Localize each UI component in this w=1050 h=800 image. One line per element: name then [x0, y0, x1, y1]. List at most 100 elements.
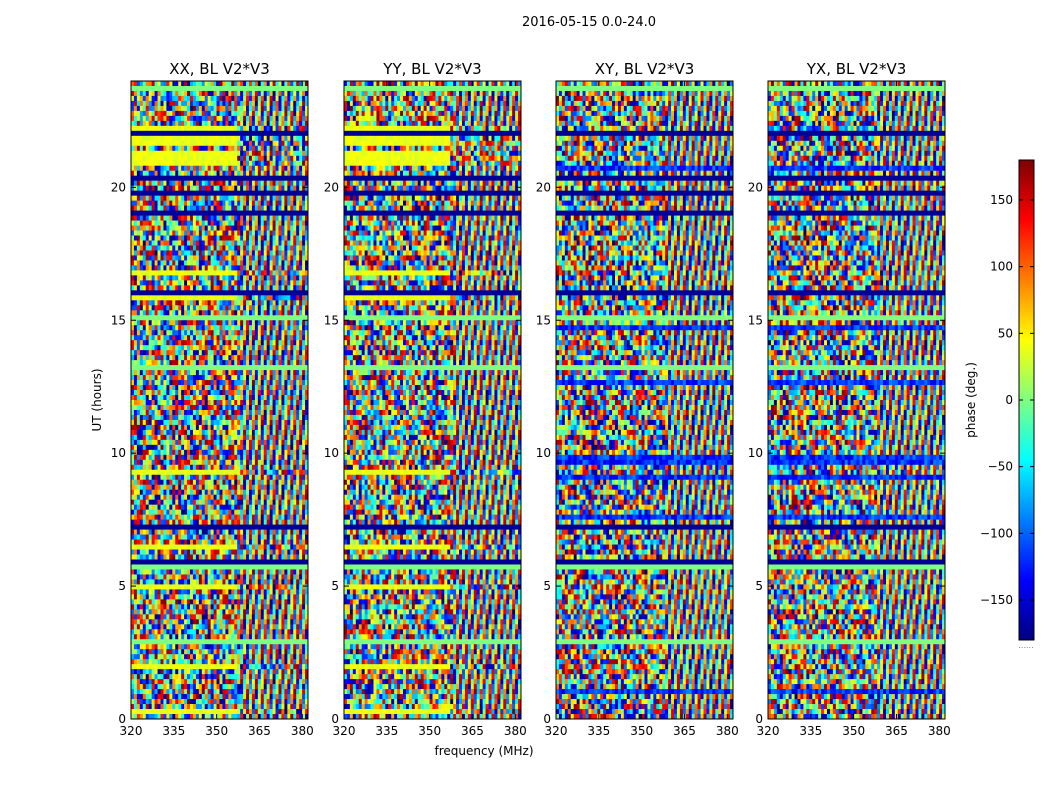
heatmap-cell	[225, 101, 228, 106]
heatmap-cell	[196, 136, 199, 141]
heatmap-cell	[302, 86, 305, 91]
heatmap-cell	[270, 116, 273, 121]
heatmap-cell	[134, 141, 137, 146]
heatmap-cell	[155, 146, 158, 151]
heatmap-cell	[184, 166, 187, 171]
heatmap-cell	[211, 136, 214, 141]
heatmap-cell	[190, 96, 193, 101]
heatmap-cell	[290, 96, 293, 101]
heatmap-cell	[249, 101, 252, 106]
heatmap-cell	[249, 171, 252, 176]
heatmap-cell	[240, 101, 243, 106]
heatmap-cell	[258, 136, 261, 141]
heatmap-cell	[284, 151, 287, 156]
heatmap-cell	[152, 131, 155, 136]
heatmap-cell	[270, 91, 273, 96]
heatmap-cell	[208, 126, 211, 131]
heatmap-cell	[163, 146, 166, 151]
heatmap-cell	[199, 111, 202, 116]
heatmap-cell	[220, 161, 223, 166]
heatmap-cell	[264, 96, 267, 101]
heatmap-cell	[193, 161, 196, 166]
heatmap-cell	[152, 91, 155, 96]
heatmap-cell	[246, 171, 249, 176]
heatmap-cell	[228, 171, 231, 176]
heatmap-cell	[222, 121, 225, 126]
heatmap-cell	[158, 146, 161, 151]
heatmap-cell	[211, 141, 214, 146]
heatmap-cell	[217, 101, 220, 106]
heatmap-cell	[149, 146, 152, 151]
heatmap-cell	[178, 121, 181, 126]
heatmap-cell	[228, 146, 231, 151]
heatmap-cell	[181, 146, 184, 151]
heatmap-cell	[131, 161, 134, 166]
heatmap-cell	[252, 101, 255, 106]
heatmap-cell	[273, 96, 276, 101]
heatmap-cell	[279, 86, 282, 91]
heatmap-cell	[211, 121, 214, 126]
heatmap-cell	[205, 146, 208, 151]
heatmap-cell	[228, 141, 231, 146]
heatmap-cell	[199, 126, 202, 131]
heatmap-cell	[243, 81, 246, 86]
heatmap-cell	[163, 96, 166, 101]
heatmap-cell	[217, 151, 220, 156]
heatmap-cell	[193, 106, 196, 111]
heatmap-cell	[184, 86, 187, 91]
heatmap-cell	[287, 131, 290, 136]
heatmap-cell	[196, 161, 199, 166]
heatmap-cell	[175, 131, 178, 136]
heatmap-cell	[155, 91, 158, 96]
heatmap-cell	[296, 151, 299, 156]
heatmap-cell	[161, 81, 164, 86]
heatmap-cell	[134, 151, 137, 156]
heatmap-cell	[276, 96, 279, 101]
heatmap-cell	[214, 91, 217, 96]
heatmap-cell	[267, 106, 270, 111]
heatmap-cell	[276, 91, 279, 96]
heatmap-cell	[267, 161, 270, 166]
heatmap-cell	[143, 111, 146, 116]
heatmap-cell	[290, 161, 293, 166]
heatmap-cell	[273, 91, 276, 96]
heatmap-cell	[190, 141, 193, 146]
heatmap-cell	[231, 141, 234, 146]
heatmap-cell	[199, 166, 202, 171]
heatmap-cell	[264, 151, 267, 156]
heatmap-cell	[222, 161, 225, 166]
heatmap-cell	[255, 141, 258, 146]
heatmap-cell	[166, 121, 169, 126]
heatmap-cell	[202, 131, 205, 136]
heatmap-cell	[296, 91, 299, 96]
heatmap-cell	[205, 171, 208, 176]
heatmap-cell	[279, 81, 282, 86]
heatmap-cell	[175, 151, 178, 156]
heatmap-cell	[217, 131, 220, 136]
heatmap-cell	[252, 96, 255, 101]
heatmap-cell	[287, 116, 290, 121]
heatmap-cell	[137, 136, 140, 141]
heatmap-cell	[287, 111, 290, 116]
heatmap-cell	[146, 136, 149, 141]
heatmap-cell	[140, 166, 143, 171]
heatmap-cell	[243, 141, 246, 146]
heatmap-cell	[234, 136, 237, 141]
heatmap-cell	[131, 111, 134, 116]
heatmap-cell	[225, 106, 228, 111]
heatmap-cell	[287, 101, 290, 106]
heatmap-cell	[161, 166, 164, 171]
heatmap-cell	[199, 81, 202, 86]
heatmap-cell	[290, 86, 293, 91]
heatmap-cell	[187, 111, 190, 116]
heatmap-cell	[202, 141, 205, 146]
heatmap-cell	[293, 81, 296, 86]
heatmap-cell	[202, 91, 205, 96]
heatmap-cell	[237, 151, 240, 156]
heatmap-cell	[202, 161, 205, 166]
heatmap-cell	[181, 156, 184, 161]
heatmap-cell	[149, 91, 152, 96]
heatmap-cell	[234, 126, 237, 131]
heatmap-cell	[228, 111, 231, 116]
heatmap-cell	[264, 166, 267, 171]
